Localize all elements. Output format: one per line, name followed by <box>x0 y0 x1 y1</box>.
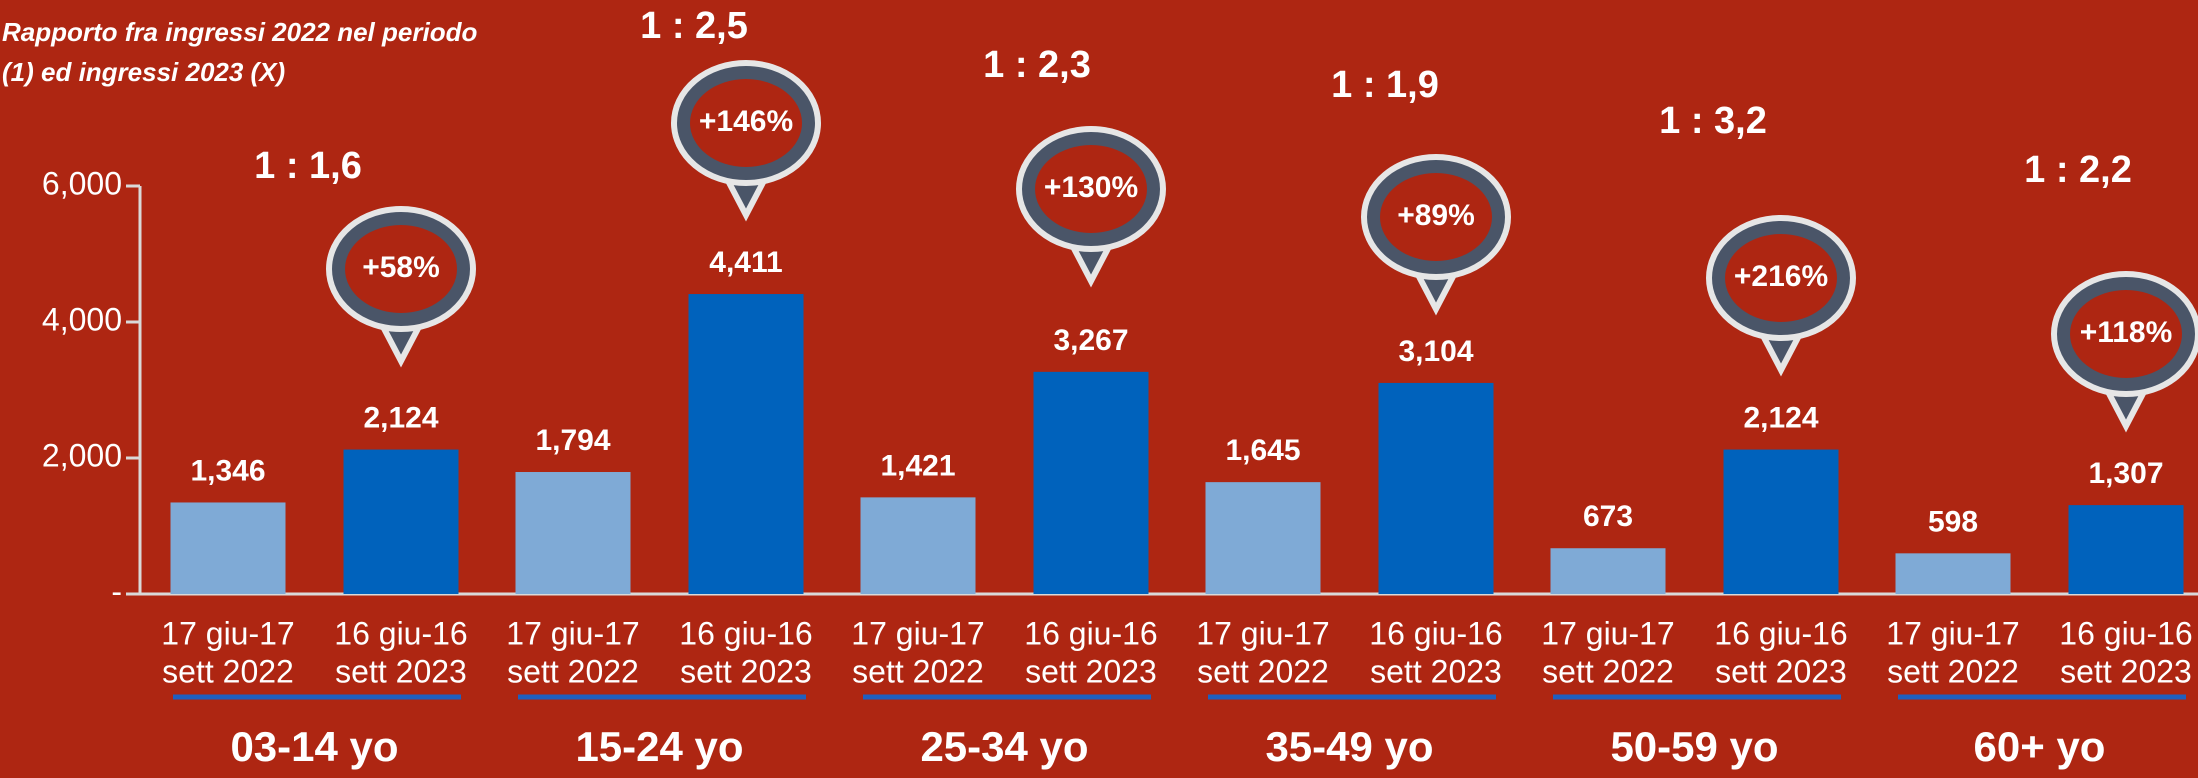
y-tick-label: 6,000 <box>42 165 122 201</box>
x-tick-label: sett 2023 <box>2060 653 2192 689</box>
ratio-label: 1 : 2,5 <box>640 5 748 47</box>
value-label: 1,421 <box>880 449 955 482</box>
x-tick-label: sett 2023 <box>335 653 467 689</box>
bar <box>1895 553 2011 594</box>
bar <box>515 472 631 594</box>
change-label: +58% <box>362 251 440 284</box>
chart-title: (1) ed ingressi 2023 (X) <box>2 57 285 87</box>
value-label: 673 <box>1583 500 1633 533</box>
bar <box>2068 505 2184 594</box>
change-label: +146% <box>699 105 793 138</box>
value-label: 598 <box>1928 505 1978 538</box>
x-tick-label: 17 giu-17 <box>161 615 294 651</box>
x-tick-label: 17 giu-17 <box>851 615 984 651</box>
callout-inner <box>345 225 457 313</box>
ratio-label: 1 : 3,2 <box>1659 100 1767 142</box>
x-tick-label: 17 giu-17 <box>506 615 639 651</box>
x-tick-label: sett 2022 <box>507 653 639 689</box>
group-label: 15-24 yo <box>575 723 743 770</box>
change-label: +118% <box>2080 316 2173 349</box>
x-tick-label: 16 giu-16 <box>1024 615 1157 651</box>
bar <box>1550 548 1666 594</box>
group-label: 03-14 yo <box>230 723 398 770</box>
group-label: 25-34 yo <box>920 723 1088 770</box>
callout-inner <box>1035 145 1147 233</box>
y-tick-label: 2,000 <box>42 437 122 473</box>
y-tick-label: 4,000 <box>42 301 122 337</box>
bar <box>1378 382 1494 594</box>
callout-inner <box>1725 234 1837 322</box>
x-tick-label: sett 2022 <box>1887 653 2019 689</box>
bar <box>343 449 459 594</box>
bar <box>860 497 976 594</box>
bar <box>1723 449 1839 594</box>
value-label: 2,124 <box>363 401 438 434</box>
x-tick-label: sett 2023 <box>1370 653 1502 689</box>
x-tick-label: 16 giu-16 <box>2059 615 2192 651</box>
value-label: 3,267 <box>1053 324 1128 357</box>
bar <box>1205 482 1321 594</box>
value-label: 2,124 <box>1743 401 1818 434</box>
value-label: 3,104 <box>1398 335 1473 368</box>
value-label: 4,411 <box>709 246 782 279</box>
x-tick-label: 16 giu-16 <box>1369 615 1502 651</box>
callout-inner <box>2070 290 2182 378</box>
x-tick-label: sett 2023 <box>1025 653 1157 689</box>
x-tick-label: 17 giu-17 <box>1886 615 2019 651</box>
x-tick-label: sett 2022 <box>1197 653 1329 689</box>
y-tick-label: - <box>111 573 122 609</box>
ratio-label: 1 : 1,9 <box>1331 64 1439 106</box>
value-label: 1,346 <box>190 454 265 487</box>
ratio-label: 1 : 2,3 <box>983 44 1091 86</box>
x-tick-label: sett 2023 <box>680 653 812 689</box>
ratio-label: 1 : 1,6 <box>254 145 362 187</box>
x-tick-label: sett 2022 <box>162 653 294 689</box>
chart-title: Rapporto fra ingressi 2022 nel periodo <box>2 17 477 47</box>
x-tick-label: 17 giu-17 <box>1541 615 1674 651</box>
value-label: 1,645 <box>1225 434 1300 467</box>
change-label: +89% <box>1397 199 1475 232</box>
x-tick-label: sett 2022 <box>852 653 984 689</box>
change-label: +216% <box>1734 260 1828 293</box>
bar <box>170 502 286 594</box>
x-tick-label: 16 giu-16 <box>1714 615 1847 651</box>
x-tick-label: sett 2022 <box>1542 653 1674 689</box>
change-label: +130% <box>1044 171 1138 204</box>
callout-inner <box>1380 173 1492 261</box>
group-label: 35-49 yo <box>1265 723 1433 770</box>
x-tick-label: 16 giu-16 <box>679 615 812 651</box>
value-label: 1,794 <box>535 424 610 457</box>
x-tick-label: 16 giu-16 <box>334 615 467 651</box>
group-label: 60+ yo <box>1974 723 2106 770</box>
ratio-label: 1 : 2,2 <box>2024 149 2132 191</box>
value-label: 1,307 <box>2088 457 2163 490</box>
bar <box>688 294 804 594</box>
group-label: 50-59 yo <box>1610 723 1778 770</box>
x-tick-label: 17 giu-17 <box>1196 615 1329 651</box>
bar <box>1033 371 1149 594</box>
x-tick-label: sett 2023 <box>1715 653 1847 689</box>
callout-inner <box>690 79 802 167</box>
